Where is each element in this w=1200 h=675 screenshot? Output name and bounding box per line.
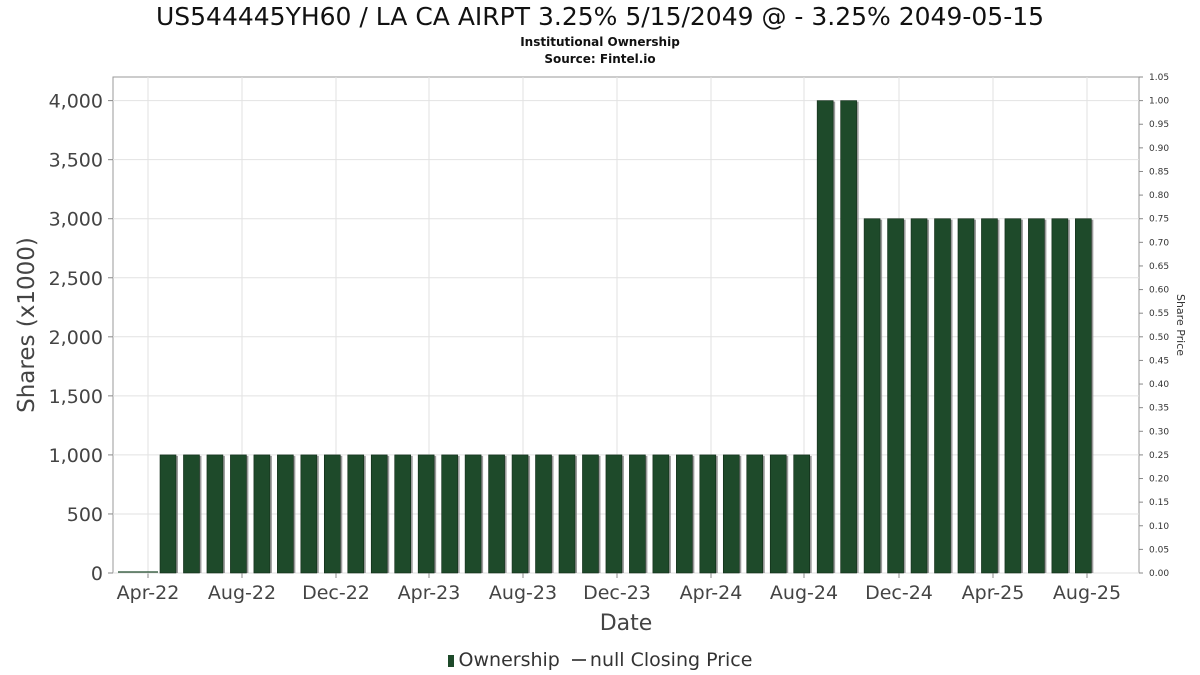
- ownership-bar: [652, 454, 670, 574]
- ownership-bar: [417, 454, 435, 574]
- ownership-bar: [769, 454, 787, 574]
- y2-tick-label: 0.00: [1149, 569, 1169, 579]
- x-tick-label: Dec-24: [865, 582, 933, 604]
- ownership-bar: [535, 454, 552, 574]
- ownership-bar: [840, 100, 857, 574]
- ownership-bar: [370, 454, 388, 574]
- ownership-bar: [464, 454, 482, 574]
- ownership-bar: [394, 454, 412, 574]
- y-tick-label: 3,500: [49, 150, 103, 172]
- ownership-bar: [206, 454, 224, 574]
- ownership-bar: [699, 454, 717, 574]
- ownership-bar: [1051, 218, 1069, 574]
- y2-tick-label: 0.60: [1149, 286, 1169, 296]
- ownership-bar: [816, 100, 834, 574]
- y2-tick-label: 0.90: [1149, 144, 1169, 154]
- y-tick-label: 1,000: [49, 445, 103, 467]
- y2-tick-label: 0.70: [1149, 238, 1169, 248]
- ownership-bar: [1075, 218, 1092, 574]
- ownership-bar: [300, 454, 318, 574]
- ownership-bar: [605, 454, 623, 574]
- y2-tick-label: 1.00: [1149, 97, 1169, 107]
- ownership-bar: [1004, 218, 1022, 574]
- y2-tick-label: 0.30: [1149, 427, 1169, 437]
- y2-tick-label: 1.05: [1149, 73, 1169, 83]
- x-tick-label: Aug-23: [489, 582, 557, 604]
- ownership-bar: [981, 218, 998, 574]
- x-tick-label: Dec-22: [302, 582, 370, 604]
- ownership-bar: [863, 218, 881, 574]
- legend-closing-price: null Closing Price: [566, 648, 753, 671]
- ownership-bar: [159, 454, 177, 574]
- y-tick-label: 2,500: [49, 268, 103, 290]
- y-tick-label: 0: [91, 563, 103, 585]
- y-tick-label: 4,000: [49, 91, 103, 113]
- ownership-bar: [511, 454, 529, 574]
- x-tick-label: Aug-25: [1053, 582, 1121, 604]
- y2-tick-label: 0.80: [1149, 191, 1169, 201]
- y2-tick-label: 0.20: [1149, 475, 1169, 485]
- y-tick-label: 3,000: [49, 209, 103, 231]
- ownership-bar: [441, 454, 458, 574]
- y2-axis-label: Share Price: [1174, 294, 1187, 356]
- x-tick-label: Aug-24: [770, 582, 838, 604]
- y2-tick-label: 0.15: [1149, 498, 1169, 508]
- ownership-bar: [1028, 218, 1045, 574]
- chart-source: Source: Fintel.io: [544, 52, 656, 66]
- ownership-bar: [746, 454, 764, 574]
- x-tick-label: Apr-24: [680, 582, 743, 604]
- ownership-bar: [676, 454, 693, 574]
- ownership-bar: [323, 454, 341, 574]
- chart-subtitle: Institutional Ownership: [520, 35, 680, 49]
- legend-ownership-label: Ownership: [458, 648, 560, 671]
- ownership-bar: [183, 454, 200, 574]
- ownership-bar: [793, 454, 810, 574]
- y2-tick-label: 0.40: [1149, 380, 1169, 390]
- ownership-swatch-icon: [447, 654, 454, 667]
- y-axis-label: Shares (x1000): [14, 237, 40, 413]
- chart-title: US544445YH60 / LA CA AIRPT 3.25% 5/15/20…: [155, 2, 1045, 31]
- ownership-bar: [488, 454, 505, 574]
- ownership-bar: [934, 218, 951, 574]
- x-tick-label: Dec-23: [583, 582, 651, 604]
- y2-tick-label: 0.35: [1149, 404, 1169, 414]
- y2-tick-label: 0.85: [1149, 167, 1169, 177]
- x-tick-label: Apr-22: [117, 582, 180, 604]
- chart-legend: Ownership null Closing Price: [0, 648, 1200, 671]
- y-tick-label: 1,500: [49, 386, 103, 408]
- ownership-bar: [558, 454, 576, 574]
- x-axis-label: Date: [600, 611, 653, 636]
- y2-tick-label: 0.50: [1149, 333, 1169, 343]
- ownership-bar: [230, 454, 247, 574]
- ownership-bar: [629, 454, 646, 574]
- ownership-bar: [722, 454, 740, 574]
- ownership-bar: [347, 454, 365, 574]
- ownership-bar: [253, 454, 271, 574]
- y-tick-label: 2,000: [49, 327, 103, 349]
- y2-tick-label: 0.25: [1149, 451, 1169, 461]
- y2-tick-label: 0.10: [1149, 522, 1169, 532]
- y-tick-label: 500: [67, 504, 103, 526]
- y2-tick-label: 0.65: [1149, 262, 1169, 272]
- y2-tick-label: 0.45: [1149, 356, 1169, 366]
- ownership-chart: Apr-22 Aug-22 Dec-22 Apr-23 Aug-23 Dec-23 Apr-…: [14, 73, 1187, 636]
- ownership-bar: [910, 218, 928, 574]
- legend-ownership: Ownership: [447, 648, 560, 671]
- ownership-bar: [582, 454, 599, 574]
- y2-tick-label: 0.75: [1149, 215, 1169, 225]
- legend-closing-price-label: null Closing Price: [589, 648, 753, 671]
- x-tick-label: Apr-23: [398, 582, 461, 604]
- y2-tick-label: 0.05: [1149, 545, 1169, 555]
- y2-tick-label: 0.95: [1149, 120, 1169, 130]
- x-tick-label: Apr-25: [962, 582, 1025, 604]
- ownership-bar: [957, 218, 975, 574]
- ownership-bar: [887, 218, 904, 574]
- y2-tick-label: 0.55: [1149, 309, 1169, 319]
- closing-price-line-icon: [571, 658, 586, 661]
- x-tick-label: Aug-22: [208, 582, 276, 604]
- ownership-bar: [277, 454, 294, 574]
